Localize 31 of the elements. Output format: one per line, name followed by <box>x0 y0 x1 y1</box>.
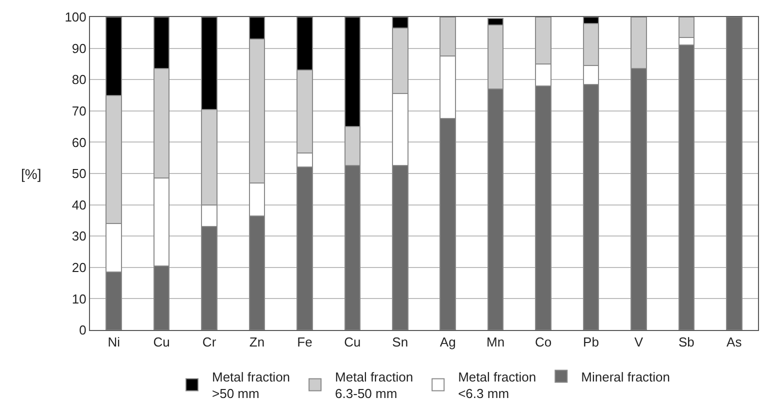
legend-label: Metal fraction <6.3 mm <box>458 369 536 402</box>
x-tick-label: Cu <box>153 334 170 350</box>
y-tick-label: 10 <box>72 291 86 306</box>
x-tick-label: Sb <box>678 334 694 350</box>
y-tick-label: 0 <box>79 322 86 338</box>
y-axis-title: [%] <box>21 166 42 182</box>
y-tick-label: 30 <box>72 228 86 244</box>
bar <box>726 17 742 330</box>
x-tick-label: Pb <box>583 334 599 350</box>
x-tick-label: Cu <box>344 334 361 350</box>
y-tick-label: 40 <box>72 197 86 212</box>
x-tick-label: V <box>634 334 644 350</box>
legend-label: Mineral fraction <box>581 369 670 384</box>
x-tick-label: Zn <box>249 334 265 350</box>
x-tick-label: Mn <box>486 334 505 350</box>
y-tick-label: 20 <box>72 260 86 275</box>
y-tick-label: 90 <box>72 40 86 56</box>
x-tick-label: Ag <box>440 334 456 350</box>
y-tick-label: 100 <box>64 10 86 25</box>
x-tick-label: As <box>726 334 742 350</box>
legend-label: Metal fraction >50 mm <box>212 369 290 402</box>
x-tick-label: Sn <box>392 334 408 350</box>
legend-label: Metal fraction 6.3-50 mm <box>335 369 414 402</box>
y-tick-label: 60 <box>72 134 86 150</box>
x-tick-label: Ni <box>108 334 120 350</box>
x-tick-label: Fe <box>297 334 312 350</box>
y-tick-label: 80 <box>72 72 86 88</box>
x-tick-label: Co <box>534 334 552 350</box>
y-tick-label: 70 <box>72 103 86 118</box>
y-tick-label: 50 <box>72 166 86 182</box>
x-tick-label: Cr <box>202 334 217 350</box>
